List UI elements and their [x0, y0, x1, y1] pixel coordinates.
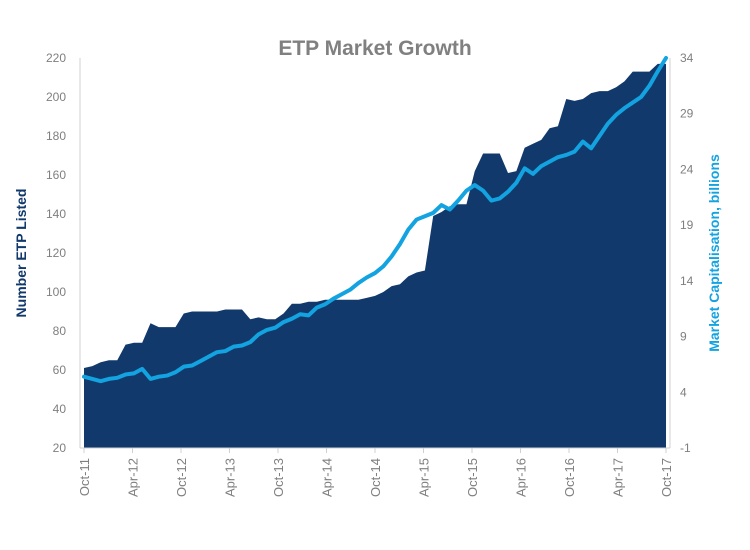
y-tick-left-label: 20 [53, 441, 67, 455]
y-tick-right-label: 19 [680, 218, 694, 232]
x-tick-label: Oct-14 [368, 458, 383, 497]
y-tick-left-label: 100 [46, 285, 66, 299]
y-tick-left-label: 80 [53, 324, 67, 338]
market-cap-line [82, 56, 668, 384]
x-tick-label: Oct-16 [562, 458, 577, 497]
y-tick-right-label: -1 [680, 441, 691, 455]
y-tick-right-label: 9 [680, 330, 687, 344]
x-tick-label: Oct-15 [465, 458, 480, 497]
etp-listed-area [84, 63, 666, 448]
x-tick-label: Apr-13 [223, 458, 238, 497]
chart-title: ETP Market Growth [278, 37, 471, 60]
y-tick-right-label: 14 [680, 274, 694, 288]
y-tick-left-label: 60 [53, 363, 67, 377]
y-tick-right-label: 4 [680, 385, 687, 399]
y-tick-left-label: 40 [53, 402, 67, 416]
x-tick-label: Oct-17 [659, 458, 674, 497]
y-tick-left-label: 160 [46, 168, 66, 182]
x-tick-label: Apr-12 [126, 458, 141, 497]
x-tick-label: Oct-11 [77, 458, 92, 496]
y-axis-left-label: Number ETP Listed [13, 189, 29, 318]
y-tick-right-label: 34 [680, 51, 694, 65]
x-tick-label: Apr-15 [417, 458, 432, 497]
x-tick-label: Apr-17 [611, 458, 626, 497]
y-tick-left-label: 220 [46, 51, 66, 65]
x-tick-label: Oct-13 [271, 458, 286, 497]
y-tick-left-label: 200 [46, 90, 66, 104]
x-tick-label: Apr-14 [320, 458, 335, 497]
x-tick-label: Oct-12 [174, 458, 189, 497]
x-tick-label: Apr-16 [514, 458, 529, 497]
y-tick-left-label: 180 [46, 129, 66, 143]
y-tick-right-label: 29 [680, 107, 694, 121]
y-axis-right-label: Market Capitalisation, billions [706, 154, 722, 352]
y-tick-right-label: 24 [680, 162, 694, 176]
y-tick-left-label: 120 [46, 246, 66, 260]
y-tick-left-label: 140 [46, 207, 66, 221]
